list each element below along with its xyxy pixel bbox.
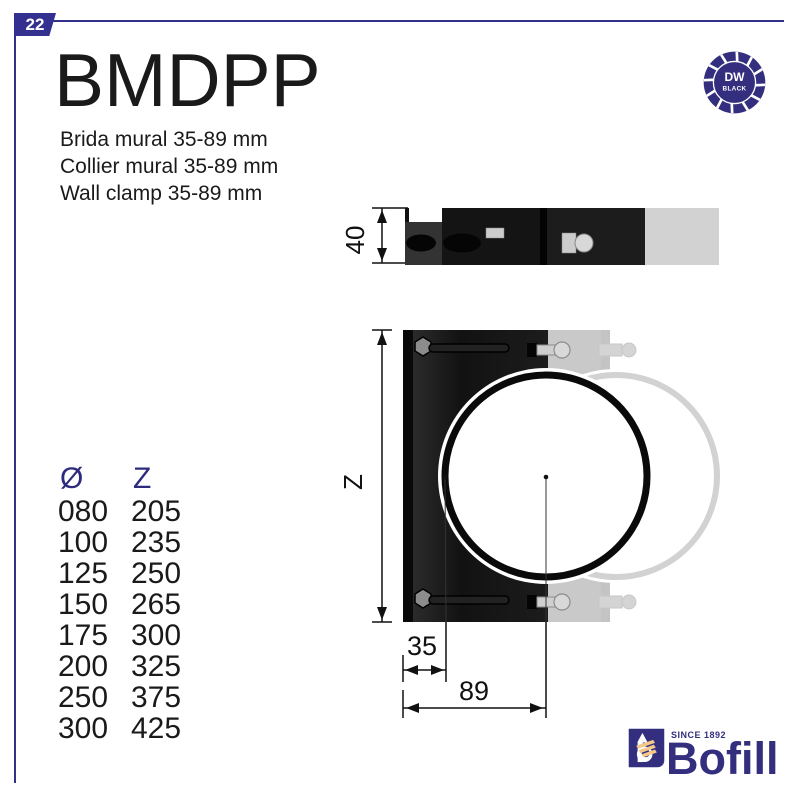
svg-text:35: 35	[407, 631, 437, 661]
svg-text:89: 89	[459, 676, 489, 706]
svg-text:40: 40	[340, 226, 370, 255]
svg-text:Z: Z	[338, 474, 368, 490]
